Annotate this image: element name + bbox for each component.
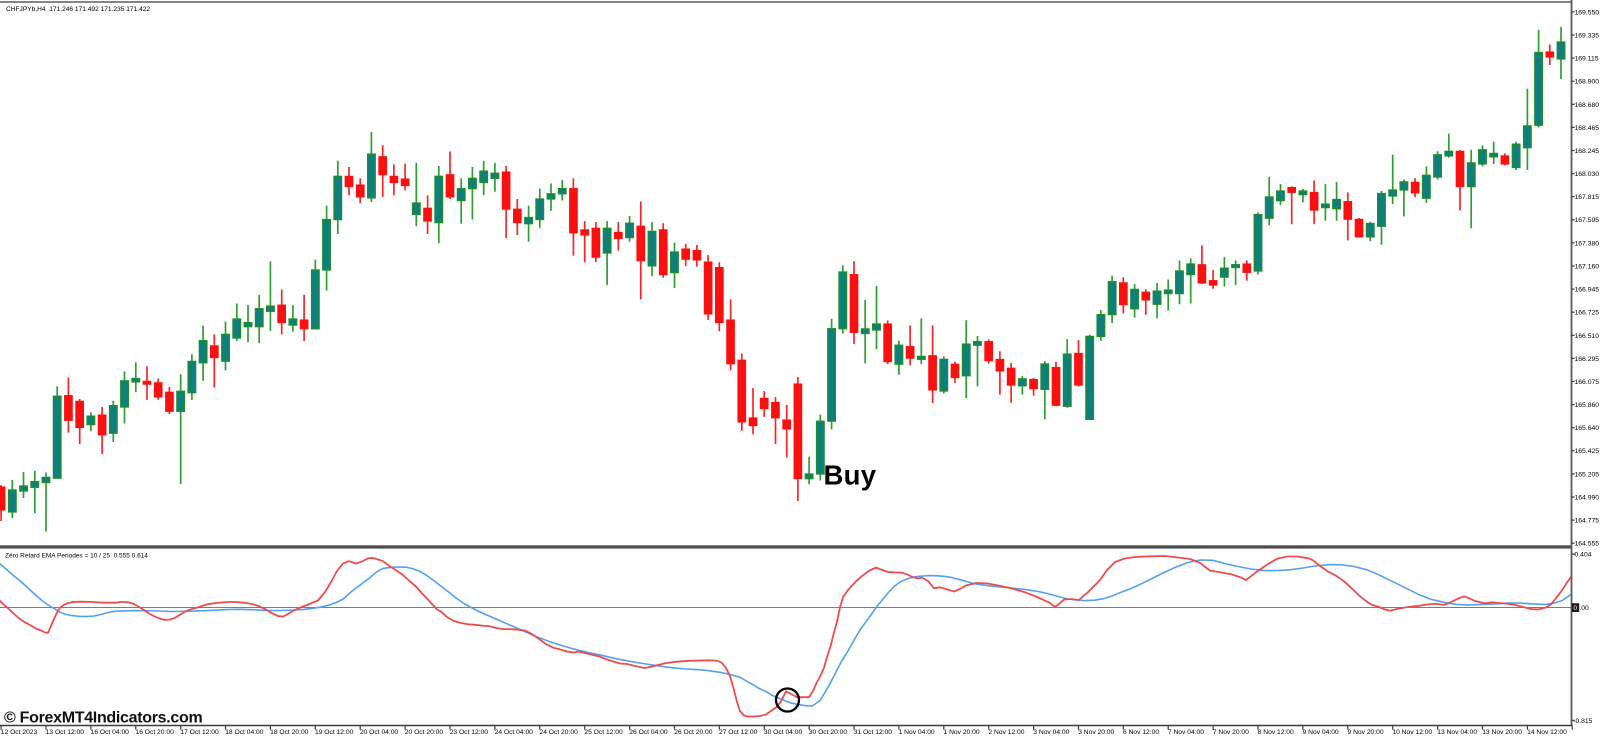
svg-text:167.815: 167.815 [1575, 194, 1600, 201]
svg-text:168.245: 168.245 [1575, 148, 1600, 155]
svg-text:6 Nov 12:00: 6 Nov 12:00 [1123, 729, 1159, 736]
svg-text:18 Oct 20:00: 18 Oct 20:00 [270, 729, 309, 736]
svg-text:167.160: 167.160 [1575, 263, 1600, 270]
svg-text:31 Oct 12:00: 31 Oct 12:00 [854, 729, 893, 736]
svg-text:17 Oct 12:00: 17 Oct 12:00 [180, 729, 219, 736]
svg-text:© ForexMT4Indicators.com: © ForexMT4Indicators.com [4, 710, 202, 727]
svg-text:24 Oct 04:00: 24 Oct 04:00 [495, 729, 534, 736]
svg-text:13 Nov 20:00: 13 Nov 20:00 [1482, 729, 1522, 736]
svg-text:12 Oct 2023: 12 Oct 2023 [1, 729, 38, 736]
svg-text:30 Oct 20:00: 30 Oct 20:00 [809, 729, 848, 736]
svg-text:27 Oct 12:00: 27 Oct 12:00 [719, 729, 758, 736]
svg-text:168.900: 168.900 [1575, 79, 1600, 86]
svg-text:167.380: 167.380 [1575, 240, 1600, 247]
svg-text:9 Nov 20:00: 9 Nov 20:00 [1348, 729, 1384, 736]
svg-text:19 Oct 12:00: 19 Oct 12:00 [315, 729, 354, 736]
svg-text:30 Oct 04:00: 30 Oct 04:00 [764, 729, 803, 736]
svg-text:169.550: 169.550 [1575, 9, 1600, 16]
svg-text:16 Oct 04:00: 16 Oct 04:00 [91, 729, 130, 736]
svg-text:164.990: 164.990 [1575, 494, 1600, 501]
svg-text:166.295: 166.295 [1575, 356, 1600, 363]
svg-text:16 Oct 20:00: 16 Oct 20:00 [136, 729, 175, 736]
svg-text:164.555: 164.555 [1575, 541, 1600, 548]
svg-text:1 Nov 20:00: 1 Nov 20:00 [944, 729, 980, 736]
svg-text:165.205: 165.205 [1575, 471, 1600, 478]
svg-text:13 Oct 12:00: 13 Oct 12:00 [46, 729, 85, 736]
svg-text:13 Nov 04:00: 13 Nov 04:00 [1437, 729, 1477, 736]
svg-text:Zéro Retard EMA Periodes = 10: Zéro Retard EMA Periodes = 10 / 25 0.555… [5, 553, 148, 560]
svg-text:7 Nov 20:00: 7 Nov 20:00 [1213, 729, 1249, 736]
svg-text:8 Nov 12:00: 8 Nov 12:00 [1258, 729, 1294, 736]
svg-text:CHFJPYb,H4 171.246 171.492 17: CHFJPYb,H4 171.246 171.492 171.235 171.4… [6, 6, 150, 13]
svg-text:165.860: 165.860 [1575, 402, 1600, 409]
svg-text:2 Nov 12:00: 2 Nov 12:00 [988, 729, 1024, 736]
svg-text:3 Nov 04:00: 3 Nov 04:00 [1033, 729, 1069, 736]
svg-text:0.404: 0.404 [1575, 552, 1592, 559]
svg-text:20 Oct 04:00: 20 Oct 04:00 [360, 729, 399, 736]
svg-text:26 Oct 04:00: 26 Oct 04:00 [629, 729, 668, 736]
svg-text:26 Oct 20:00: 26 Oct 20:00 [674, 729, 713, 736]
svg-text:168.680: 168.680 [1575, 102, 1600, 109]
svg-text:167.595: 167.595 [1575, 217, 1600, 224]
svg-text:24 Oct 20:00: 24 Oct 20:00 [540, 729, 579, 736]
svg-text:Buy: Buy [824, 460, 877, 491]
svg-text:166.510: 166.510 [1575, 333, 1600, 340]
svg-text:168.030: 168.030 [1575, 171, 1600, 178]
svg-text:169.115: 169.115 [1575, 56, 1599, 63]
svg-text:0: 0 [1573, 605, 1577, 612]
svg-text:169.335: 169.335 [1575, 33, 1600, 40]
svg-text:166.945: 166.945 [1575, 287, 1600, 294]
svg-text:3 Nov 20:00: 3 Nov 20:00 [1078, 729, 1114, 736]
svg-text:7 Nov 04:00: 7 Nov 04:00 [1168, 729, 1204, 736]
svg-text:25 Oct 12:00: 25 Oct 12:00 [584, 729, 623, 736]
svg-text:9 Nov 04:00: 9 Nov 04:00 [1303, 729, 1339, 736]
svg-text:166.075: 166.075 [1575, 379, 1600, 386]
svg-text:14 Nov 12:00: 14 Nov 12:00 [1527, 729, 1567, 736]
svg-text:23 Oct 12:00: 23 Oct 12:00 [450, 729, 489, 736]
svg-text:20 Oct 20:00: 20 Oct 20:00 [405, 729, 444, 736]
svg-text:166.725: 166.725 [1575, 310, 1600, 317]
svg-text:165.425: 165.425 [1575, 448, 1600, 455]
svg-text:164.775: 164.775 [1575, 518, 1600, 525]
svg-text:-0.815: -0.815 [1573, 718, 1592, 725]
svg-text:168.465: 168.465 [1575, 125, 1600, 132]
svg-text:.00: .00 [1579, 605, 1589, 612]
svg-text:10 Nov 12:00: 10 Nov 12:00 [1392, 729, 1432, 736]
svg-text:18 Oct 04:00: 18 Oct 04:00 [225, 729, 264, 736]
svg-text:1 Nov 04:00: 1 Nov 04:00 [899, 729, 935, 736]
svg-text:165.640: 165.640 [1575, 425, 1600, 432]
